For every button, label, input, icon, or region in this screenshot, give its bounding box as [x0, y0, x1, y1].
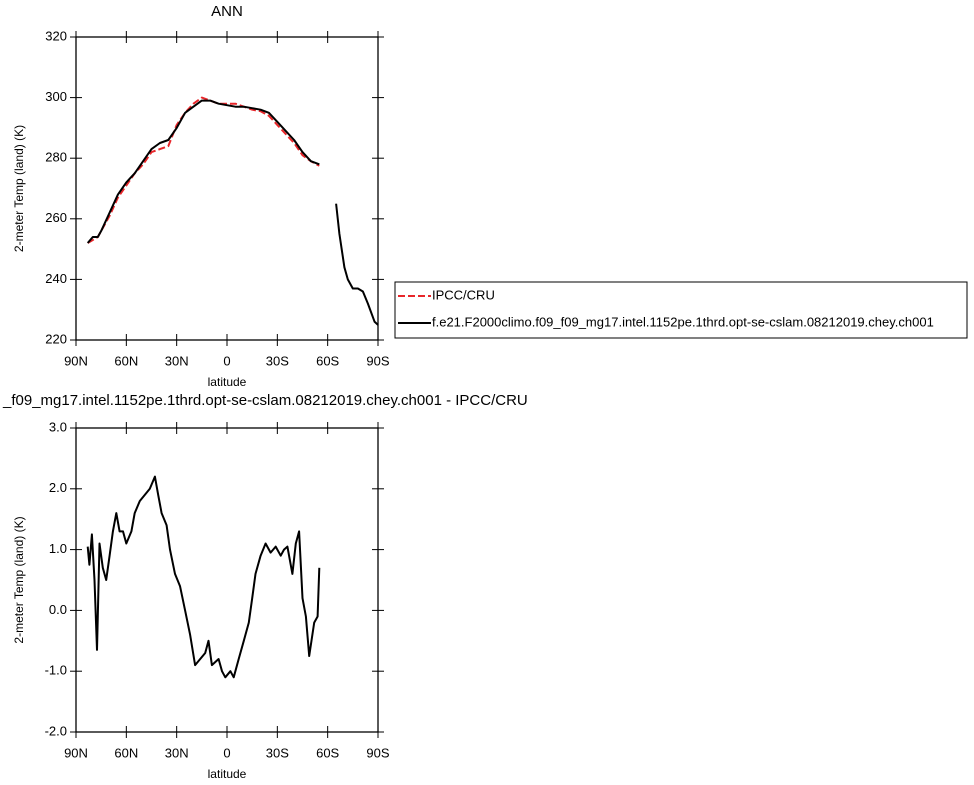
x-tick-label: 90N — [64, 353, 88, 368]
x-tick-label: 60N — [114, 353, 138, 368]
y-tick-label: -1.0 — [45, 663, 67, 678]
y-tick-label: 2.0 — [49, 480, 67, 495]
y-tick-label: 240 — [45, 271, 67, 286]
y-tick-label: 300 — [45, 89, 67, 104]
x-tick-label: 60S — [316, 745, 339, 760]
y-axis-label: 2-meter Temp (land) (K) — [12, 125, 26, 252]
x-tick-label: 30N — [165, 353, 189, 368]
x-tick-label: 90S — [366, 353, 389, 368]
chart-title: ANN — [211, 3, 243, 20]
legend-label: f.e21.F2000climo.f09_f09_mg17.intel.1152… — [432, 314, 934, 329]
x-tick-label: 0 — [223, 353, 230, 368]
y-tick-label: 0.0 — [49, 602, 67, 617]
y-tick-label: -2.0 — [45, 723, 67, 738]
y-tick-label: 220 — [45, 331, 67, 346]
y-tick-label: 320 — [45, 28, 67, 43]
y-tick-label: 280 — [45, 150, 67, 165]
legend-box — [394, 281, 968, 339]
x-tick-label: 30S — [266, 353, 289, 368]
x-tick-label: 60S — [316, 353, 339, 368]
x-tick-label: 60N — [114, 745, 138, 760]
chart-title: _f09_mg17.intel.1152pe.1thrd.opt-se-csla… — [2, 392, 528, 409]
data-line — [86, 475, 321, 679]
y-tick-label: 1.0 — [49, 541, 67, 556]
data-line — [86, 99, 379, 326]
y-tick-label: 3.0 — [49, 419, 67, 434]
x-tick-label: 30N — [165, 745, 189, 760]
y-axis-label: 2-meter Temp (land) (K) — [12, 516, 26, 643]
data-line — [87, 96, 320, 244]
x-tick-label: 90S — [366, 745, 389, 760]
x-tick-label: 30S — [266, 745, 289, 760]
y-tick-label: 260 — [45, 210, 67, 225]
x-axis-label: latitude — [208, 767, 247, 781]
x-axis-label: latitude — [208, 375, 247, 389]
x-tick-label: 0 — [223, 745, 230, 760]
plot-frame — [75, 427, 379, 733]
x-tick-label: 90N — [64, 745, 88, 760]
legend-label: IPCC/CRU — [432, 287, 495, 302]
